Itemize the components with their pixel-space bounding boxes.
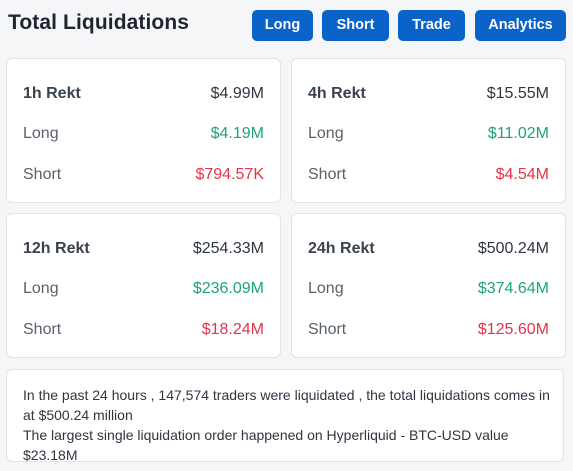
card-header-row: 1h Rekt $4.99M: [7, 85, 280, 105]
total-value: $254.33M: [192, 240, 264, 257]
stats-card-24h: 24h Rekt $500.24M Long $374.64M Short $1…: [291, 213, 566, 358]
header: Total Liquidations Long Short Trade Anal…: [0, 0, 573, 50]
total-value: $500.24M: [477, 240, 549, 257]
long-row: Long $4.19M: [7, 125, 280, 145]
stats-card-4h: 4h Rekt $15.55M Long $11.02M Short $4.54…: [291, 58, 566, 203]
summary-line-total: In the past 24 hours , 147,574 traders w…: [23, 387, 550, 423]
long-row: Long $374.64M: [292, 280, 565, 300]
long-value: $374.64M: [477, 280, 549, 297]
short-button[interactable]: Short: [322, 10, 389, 41]
short-label: Short: [23, 321, 62, 338]
long-row: Long $11.02M: [292, 125, 565, 145]
long-label: Long: [23, 280, 59, 297]
period-label: 24h Rekt: [308, 240, 375, 257]
long-row: Long $236.09M: [7, 280, 280, 300]
long-value: $4.19M: [210, 125, 264, 142]
summary-line-largest: The largest single liquidation order hap…: [23, 427, 509, 463]
period-label: 1h Rekt: [23, 85, 81, 102]
period-label: 12h Rekt: [23, 240, 90, 257]
short-value: $125.60M: [477, 321, 549, 338]
stats-card-1h: 1h Rekt $4.99M Long $4.19M Short $794.57…: [6, 58, 281, 203]
total-value: $15.55M: [486, 85, 549, 102]
trade-button[interactable]: Trade: [398, 10, 465, 41]
liquidation-summary: In the past 24 hours , 147,574 traders w…: [6, 369, 564, 463]
short-label: Short: [23, 166, 62, 183]
long-label: Long: [308, 280, 344, 297]
long-label: Long: [23, 125, 59, 142]
period-label: 4h Rekt: [308, 85, 366, 102]
card-header-row: 24h Rekt $500.24M: [292, 240, 565, 260]
analytics-button[interactable]: Analytics: [475, 10, 566, 41]
stats-card-12h: 12h Rekt $254.33M Long $236.09M Short $1…: [6, 213, 281, 358]
short-row: Short $18.24M: [7, 321, 280, 341]
short-row: Short $794.57K: [7, 166, 280, 186]
short-value: $18.24M: [201, 321, 264, 338]
short-label: Short: [308, 321, 347, 338]
long-label: Long: [308, 125, 344, 142]
long-button[interactable]: Long: [252, 10, 313, 41]
short-row: Short $125.60M: [292, 321, 565, 341]
card-header-row: 4h Rekt $15.55M: [292, 85, 565, 105]
short-value: $4.54M: [495, 166, 549, 183]
total-value: $4.99M: [210, 85, 264, 102]
short-row: Short $4.54M: [292, 166, 565, 186]
page-title: Total Liquidations: [8, 11, 190, 34]
long-value: $236.09M: [192, 280, 264, 297]
short-label: Short: [308, 166, 347, 183]
card-header-row: 12h Rekt $254.33M: [7, 240, 280, 260]
long-value: $11.02M: [487, 125, 549, 142]
short-value: $794.57K: [195, 166, 264, 183]
